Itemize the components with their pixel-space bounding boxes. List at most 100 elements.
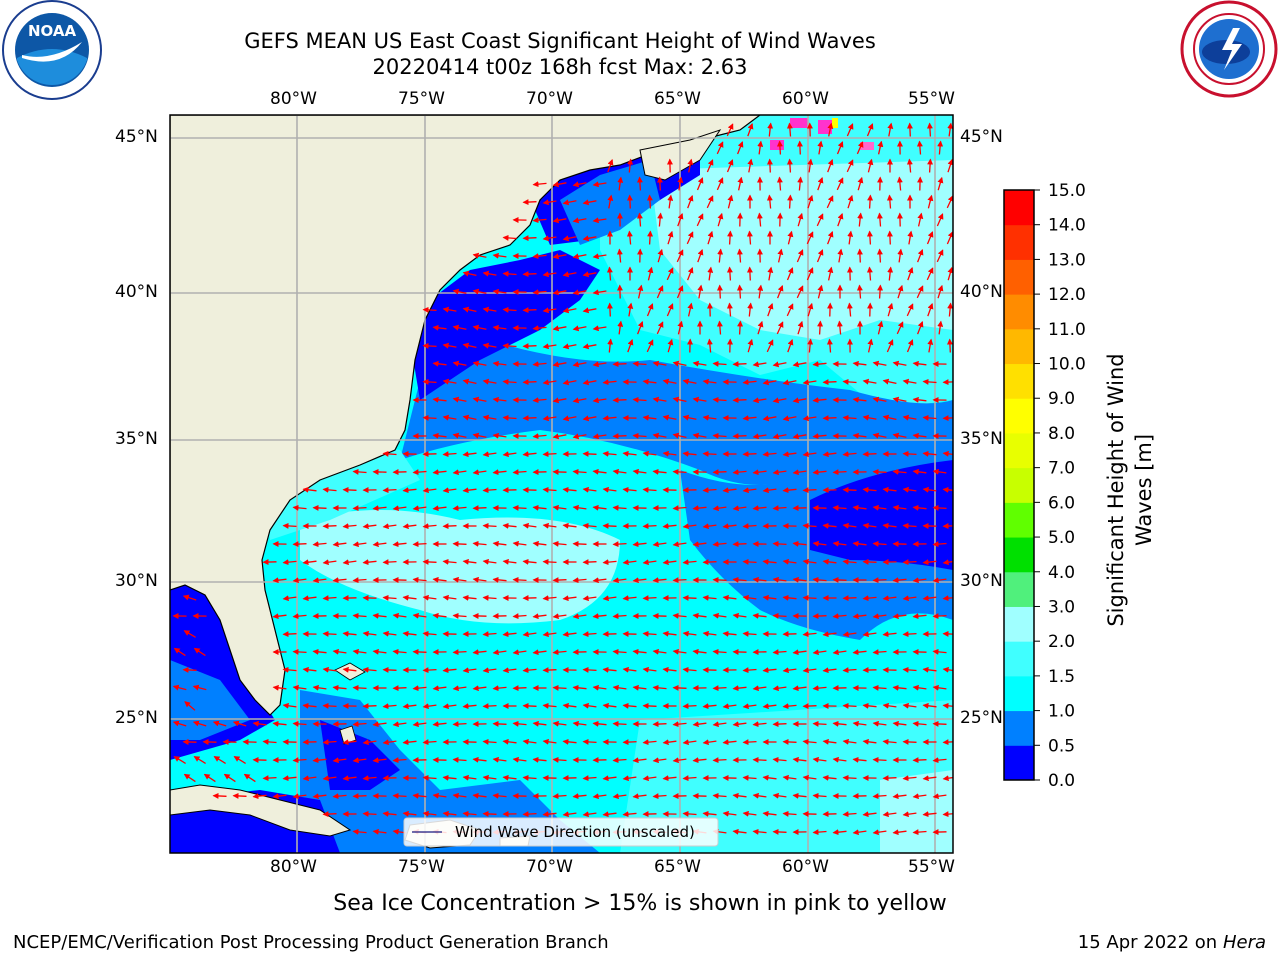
direction-arrow (492, 792, 507, 799)
direction-arrow (492, 720, 507, 727)
colorbar-tick-label: 1.0 (1048, 702, 1075, 722)
direction-arrow (322, 666, 337, 673)
direction-arrow (912, 613, 927, 620)
direction-arrow (872, 649, 887, 656)
direction-arrow (502, 414, 517, 421)
direction-arrow (372, 541, 387, 548)
direction-arrow (592, 504, 607, 511)
direction-arrow (822, 379, 837, 386)
direction-arrow (582, 235, 597, 242)
direction-arrow (776, 321, 784, 335)
colorbar-tick-label: 1.5 (1048, 667, 1075, 687)
direction-arrow (642, 630, 657, 637)
direction-arrow (542, 486, 557, 493)
direction-arrow (696, 177, 704, 191)
direction-arrow (906, 339, 914, 353)
direction-arrow (712, 396, 727, 403)
direction-arrow (432, 324, 447, 331)
direction-arrow (822, 451, 837, 458)
direction-arrow (602, 522, 617, 529)
direction-arrow (512, 613, 527, 620)
direction-arrow (732, 721, 747, 728)
direction-arrow (742, 810, 757, 817)
direction-arrow (462, 810, 477, 817)
direction-arrow (572, 577, 587, 584)
noaa-logo-text: NOAA (28, 22, 77, 40)
colorbar-tick-label: 9.0 (1048, 389, 1075, 409)
direction-arrow (223, 773, 236, 783)
direction-arrow (422, 810, 437, 817)
direction-arrow (922, 702, 937, 709)
direction-arrow (542, 379, 557, 386)
direction-arrow (182, 594, 197, 601)
direction-arrow (592, 468, 607, 475)
direction-arrow (462, 594, 477, 601)
direction-arrow (462, 703, 477, 710)
direction-arrow (532, 504, 547, 511)
map-title-line1: GEFS MEAN US East Coast Significant Heig… (244, 29, 876, 53)
footer-date-text: 15 Apr 2022 on (1077, 932, 1223, 953)
direction-arrow (742, 667, 757, 674)
direction-arrow (372, 612, 387, 619)
direction-arrow (767, 122, 774, 137)
direction-arrow (172, 684, 187, 691)
direction-arrow (382, 594, 397, 601)
direction-arrow (402, 487, 417, 494)
direction-arrow (842, 414, 857, 421)
direction-arrow (292, 577, 307, 584)
lat-label-left-30n: 30°N (115, 571, 158, 591)
direction-arrow (422, 487, 437, 494)
direction-arrow (412, 792, 427, 799)
direction-arrow (796, 285, 804, 299)
direction-arrow (842, 378, 857, 385)
direction-arrow (592, 577, 607, 584)
direction-arrow (652, 541, 667, 548)
direction-arrow (542, 235, 557, 242)
direction-arrow (602, 811, 617, 818)
direction-arrow (827, 158, 834, 173)
direction-arrow (462, 270, 477, 277)
direction-arrow (726, 123, 734, 137)
direction-arrow (637, 284, 644, 299)
direction-arrow (912, 757, 927, 764)
direction-arrow (836, 141, 844, 155)
direction-arrow (837, 212, 844, 227)
direction-arrow (612, 361, 627, 368)
direction-arrow (942, 666, 953, 673)
direction-arrow (552, 793, 567, 800)
direction-arrow (787, 194, 794, 209)
direction-arrow (942, 486, 953, 493)
direction-arrow (892, 793, 907, 800)
direction-arrow (902, 414, 917, 421)
direction-arrow (462, 558, 477, 565)
direction-arrow (747, 338, 754, 353)
direction-arrow (862, 558, 877, 565)
direction-arrow (562, 271, 577, 278)
direction-arrow (612, 684, 627, 691)
direction-arrow (582, 199, 597, 206)
direction-arrow (627, 338, 634, 353)
direction-arrow (482, 594, 497, 601)
direction-arrow (932, 504, 947, 511)
direction-arrow (817, 176, 824, 191)
direction-arrow (292, 684, 307, 691)
direction-arrow (812, 397, 827, 404)
direction-arrow (692, 721, 707, 728)
direction-arrow (292, 613, 307, 620)
direction-arrow (852, 432, 867, 439)
direction-arrow (912, 720, 927, 727)
direction-arrow (602, 379, 617, 386)
direction-arrow (522, 522, 537, 529)
colorbar-segment (1004, 363, 1034, 399)
direction-arrow (582, 738, 597, 745)
direction-arrow (532, 433, 547, 440)
direction-arrow (852, 829, 867, 836)
direction-arrow (692, 360, 707, 367)
direction-arrow (742, 487, 757, 494)
direction-arrow (592, 684, 607, 691)
direction-arrow (562, 379, 577, 386)
colorbar-segment (1004, 641, 1034, 677)
direction-arrow (867, 194, 874, 209)
direction-arrow (212, 720, 227, 727)
direction-arrow (402, 594, 417, 601)
